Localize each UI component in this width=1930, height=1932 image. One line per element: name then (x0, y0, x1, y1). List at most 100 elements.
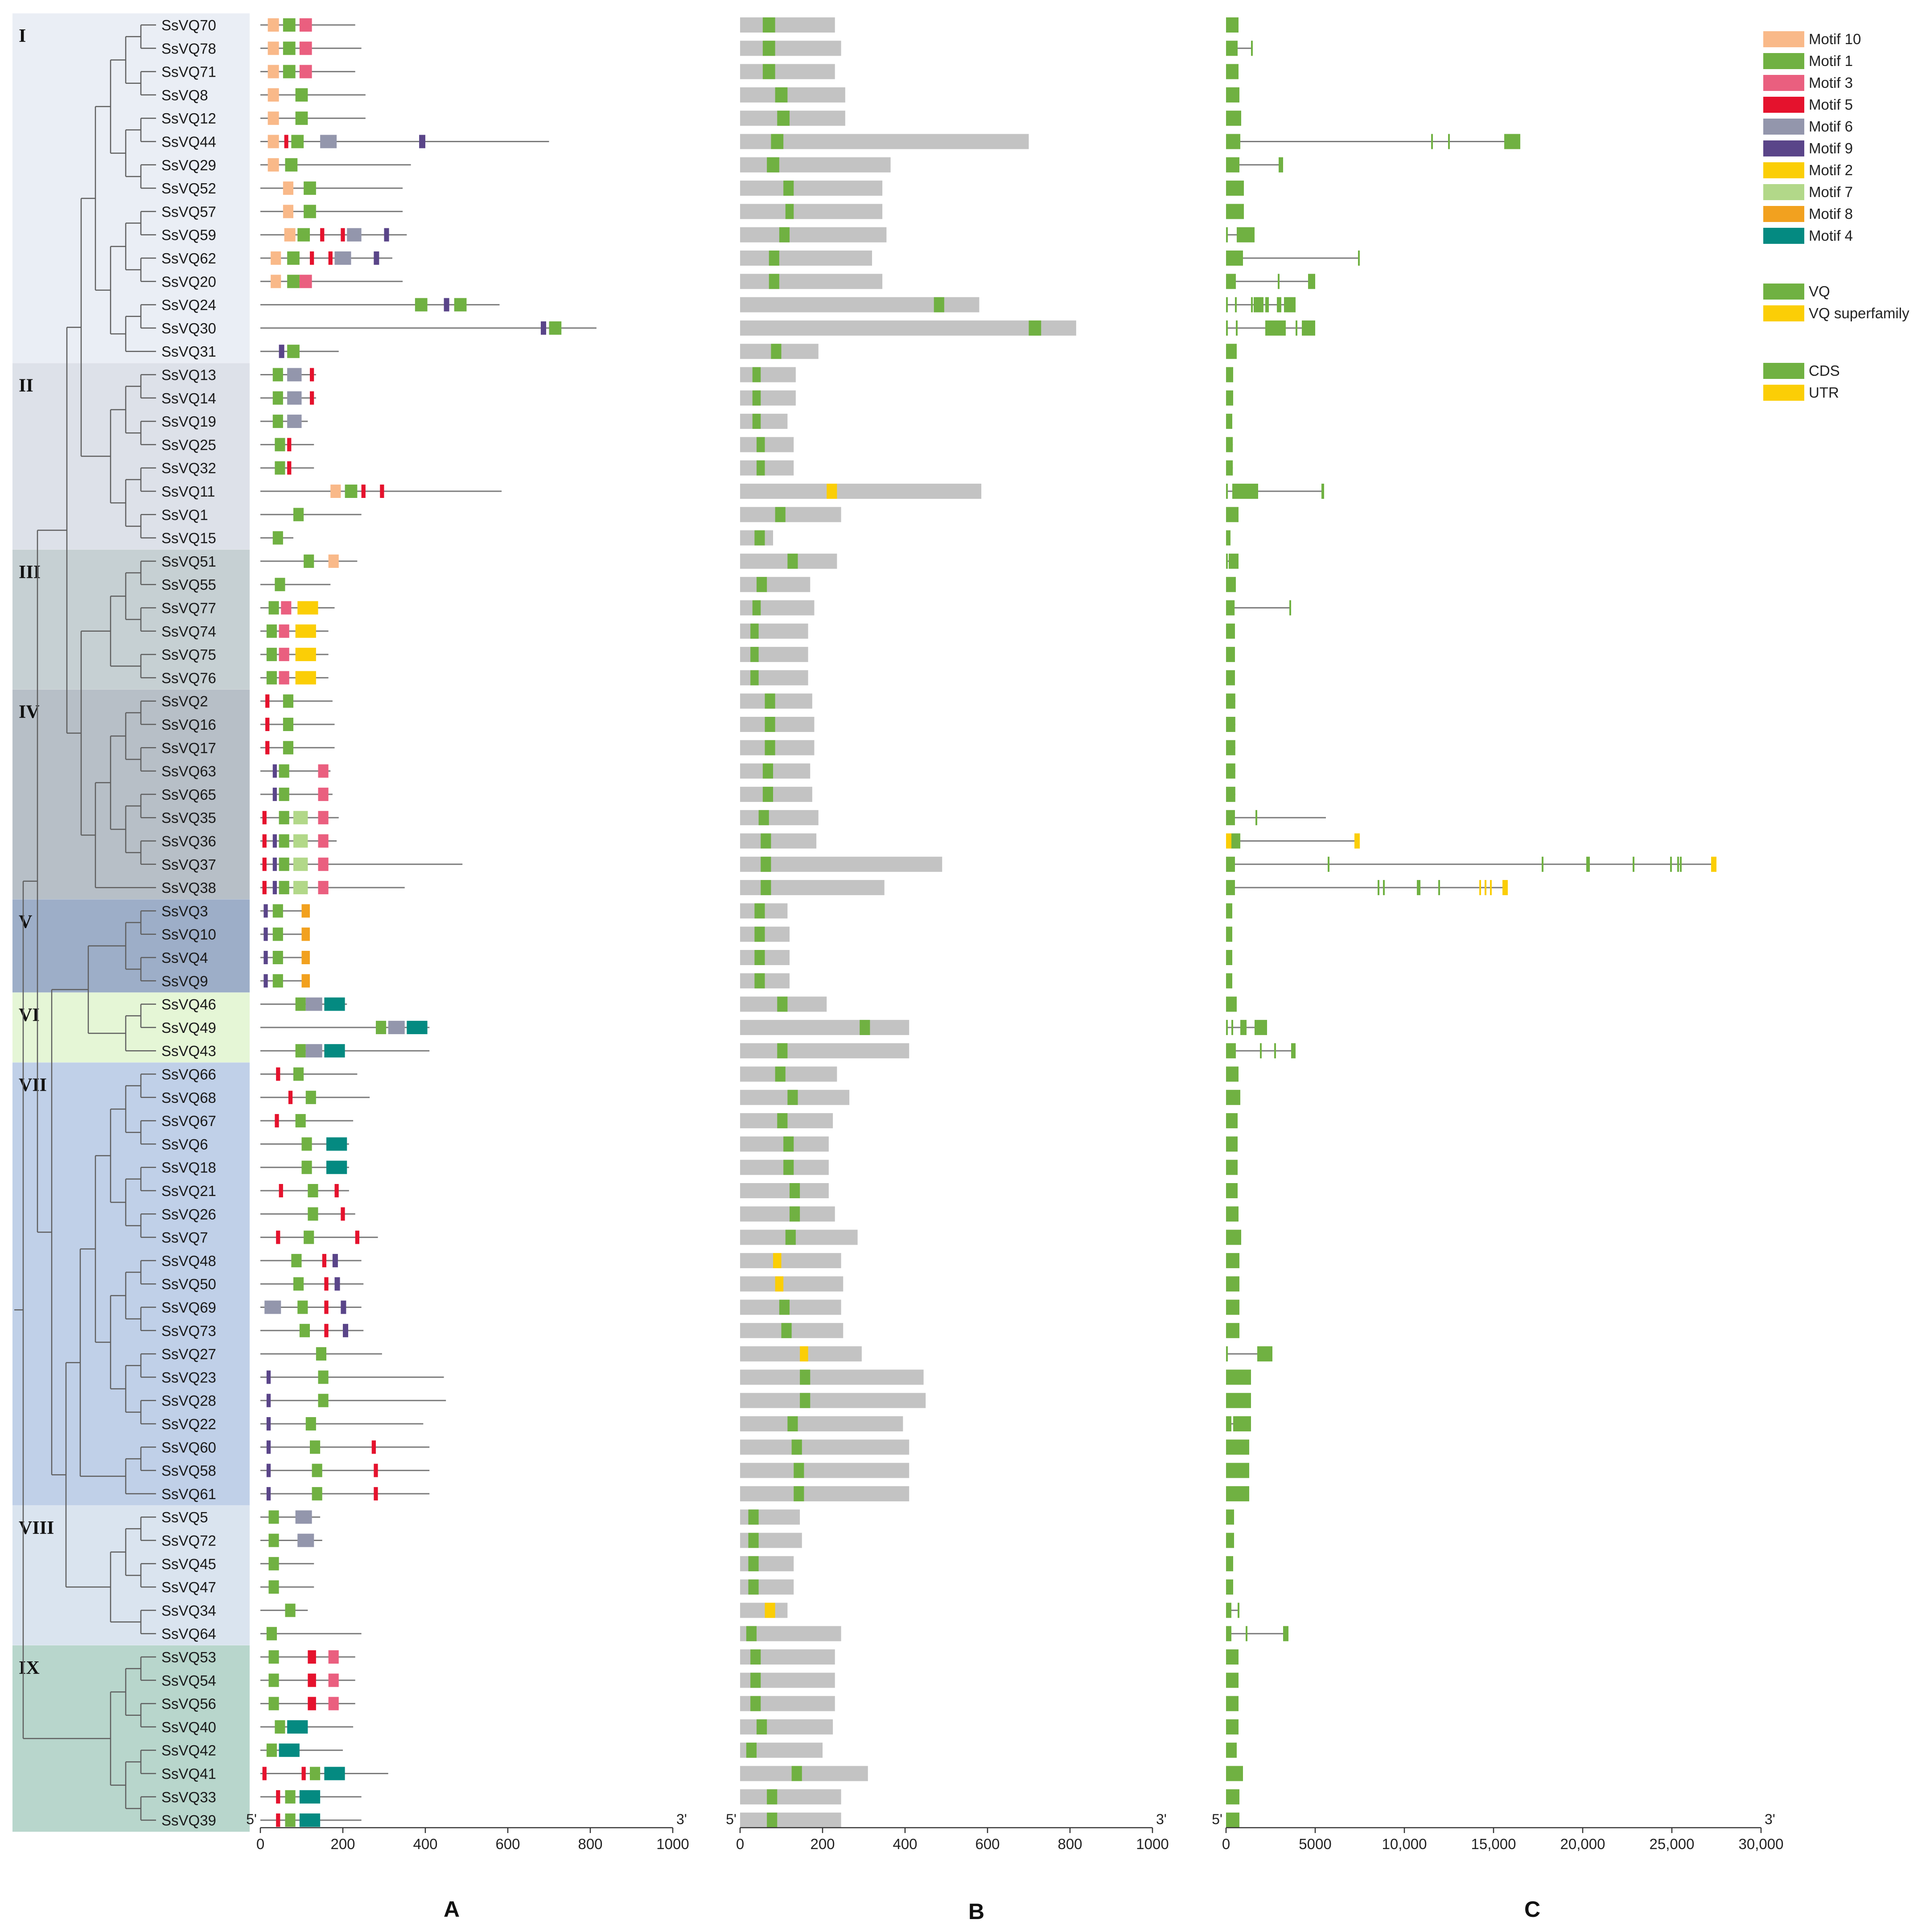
cds-exon (1226, 740, 1235, 756)
protein-backbone (740, 484, 982, 499)
gene-name: SsVQ25 (161, 436, 216, 453)
motif-box (295, 1044, 306, 1058)
motif-box (272, 415, 283, 428)
cds-exon (1254, 297, 1263, 312)
cds-exon (1226, 926, 1232, 942)
motif-box (291, 135, 304, 148)
motif-box (266, 1394, 271, 1407)
motif-box (279, 1184, 283, 1197)
motif-box (263, 927, 268, 941)
vq-domain (757, 437, 765, 452)
legend-label: Motif 7 (1809, 184, 1853, 200)
cds-exon (1378, 880, 1379, 896)
vq-domain (777, 1113, 788, 1129)
vq-domain (758, 810, 769, 826)
protein-backbone (740, 157, 891, 173)
cds-exon (1257, 1346, 1272, 1362)
vq-domain (1029, 320, 1041, 336)
gene-name: SsVQ52 (161, 180, 216, 197)
motif-box (341, 1207, 345, 1221)
gene-name: SsVQ68 (161, 1089, 216, 1106)
vq-domain (765, 717, 775, 732)
gene-name: SsVQ35 (161, 810, 216, 826)
cds-exon (1226, 1206, 1239, 1222)
motif-box (283, 205, 293, 218)
cds-exon (1226, 1533, 1234, 1548)
vq-domain (750, 1673, 761, 1688)
protein-backbone (740, 17, 835, 33)
gene-name: SsVQ55 (161, 576, 216, 593)
motif-box (347, 228, 362, 242)
cds-exon (1232, 484, 1258, 499)
motif-box (384, 228, 389, 242)
gene-name: SsVQ32 (161, 460, 216, 477)
motif-box (268, 1650, 279, 1664)
gene-name: SsVQ17 (161, 740, 216, 756)
panel-a-motifs (260, 18, 597, 1827)
group-label: I (19, 26, 26, 46)
gene-name: SsVQ27 (161, 1346, 216, 1362)
cds-exon (1226, 41, 1238, 56)
motif-box (376, 1020, 387, 1034)
protein-backbone (740, 786, 812, 802)
vq-superfamily-domain (765, 1603, 775, 1618)
cds-exon (1279, 157, 1283, 173)
cds-exon (1226, 1393, 1251, 1408)
cds-exon (1226, 1813, 1239, 1828)
motif-box (284, 228, 296, 242)
panel-c-tick-label: 10,000 (1382, 1836, 1427, 1852)
gene-name: SsVQ54 (161, 1672, 216, 1689)
motif-box (407, 1020, 428, 1034)
motif-box (272, 531, 283, 545)
vq-domain (775, 1066, 786, 1082)
cds-exon (1226, 1463, 1249, 1478)
vq-domain (748, 1533, 759, 1548)
motif-box (287, 461, 292, 475)
protein-backbone (740, 740, 815, 756)
motif-box (304, 205, 316, 218)
gene-name: SsVQ59 (161, 227, 216, 243)
panel-c-tick-label: 15,000 (1471, 1836, 1516, 1852)
cds-exon (1586, 856, 1590, 872)
panel-label-b: B (968, 1899, 984, 1924)
cds-exon (1283, 1626, 1288, 1641)
cds-exon (1226, 1743, 1237, 1758)
cds-exon (1255, 810, 1257, 826)
gene-name: SsVQ67 (161, 1113, 216, 1129)
motif-box (272, 368, 283, 382)
motif-box (267, 65, 279, 78)
protein-backbone (740, 1556, 794, 1571)
motif-box (279, 811, 289, 825)
gene-name: SsVQ49 (161, 1019, 216, 1036)
gene-name: SsVQ75 (161, 646, 216, 663)
gene-name: SsVQ77 (161, 600, 216, 617)
vq-domain (750, 1649, 761, 1665)
cds-exon (1226, 17, 1239, 33)
gene-name: SsVQ18 (161, 1159, 216, 1176)
motif-box (279, 671, 289, 685)
motif-box (279, 1743, 300, 1757)
vq-domain (775, 87, 788, 103)
motif-box (301, 1137, 312, 1151)
cds-exon (1448, 134, 1450, 149)
panel-a-tick-label: 600 (495, 1836, 520, 1852)
motif-box (272, 927, 283, 941)
motif-box (328, 251, 333, 265)
gene-name: SsVQ6 (161, 1136, 208, 1152)
motif-box (276, 1067, 280, 1081)
motif-box (326, 1160, 347, 1174)
protein-backbone (740, 1416, 903, 1431)
motif-box (304, 181, 316, 195)
motif-box (305, 1044, 322, 1058)
motif-box (318, 764, 329, 778)
motif-box (266, 1627, 277, 1640)
motif-box (324, 1767, 345, 1780)
protein-backbone (740, 600, 815, 616)
group-label: IX (19, 1658, 40, 1678)
protein-backbone (740, 227, 887, 243)
motif-box (287, 1720, 308, 1734)
vq-domain (754, 530, 765, 546)
motif-box (305, 1417, 316, 1431)
gene-name: SsVQ47 (161, 1579, 216, 1595)
utr-region (1226, 833, 1231, 849)
